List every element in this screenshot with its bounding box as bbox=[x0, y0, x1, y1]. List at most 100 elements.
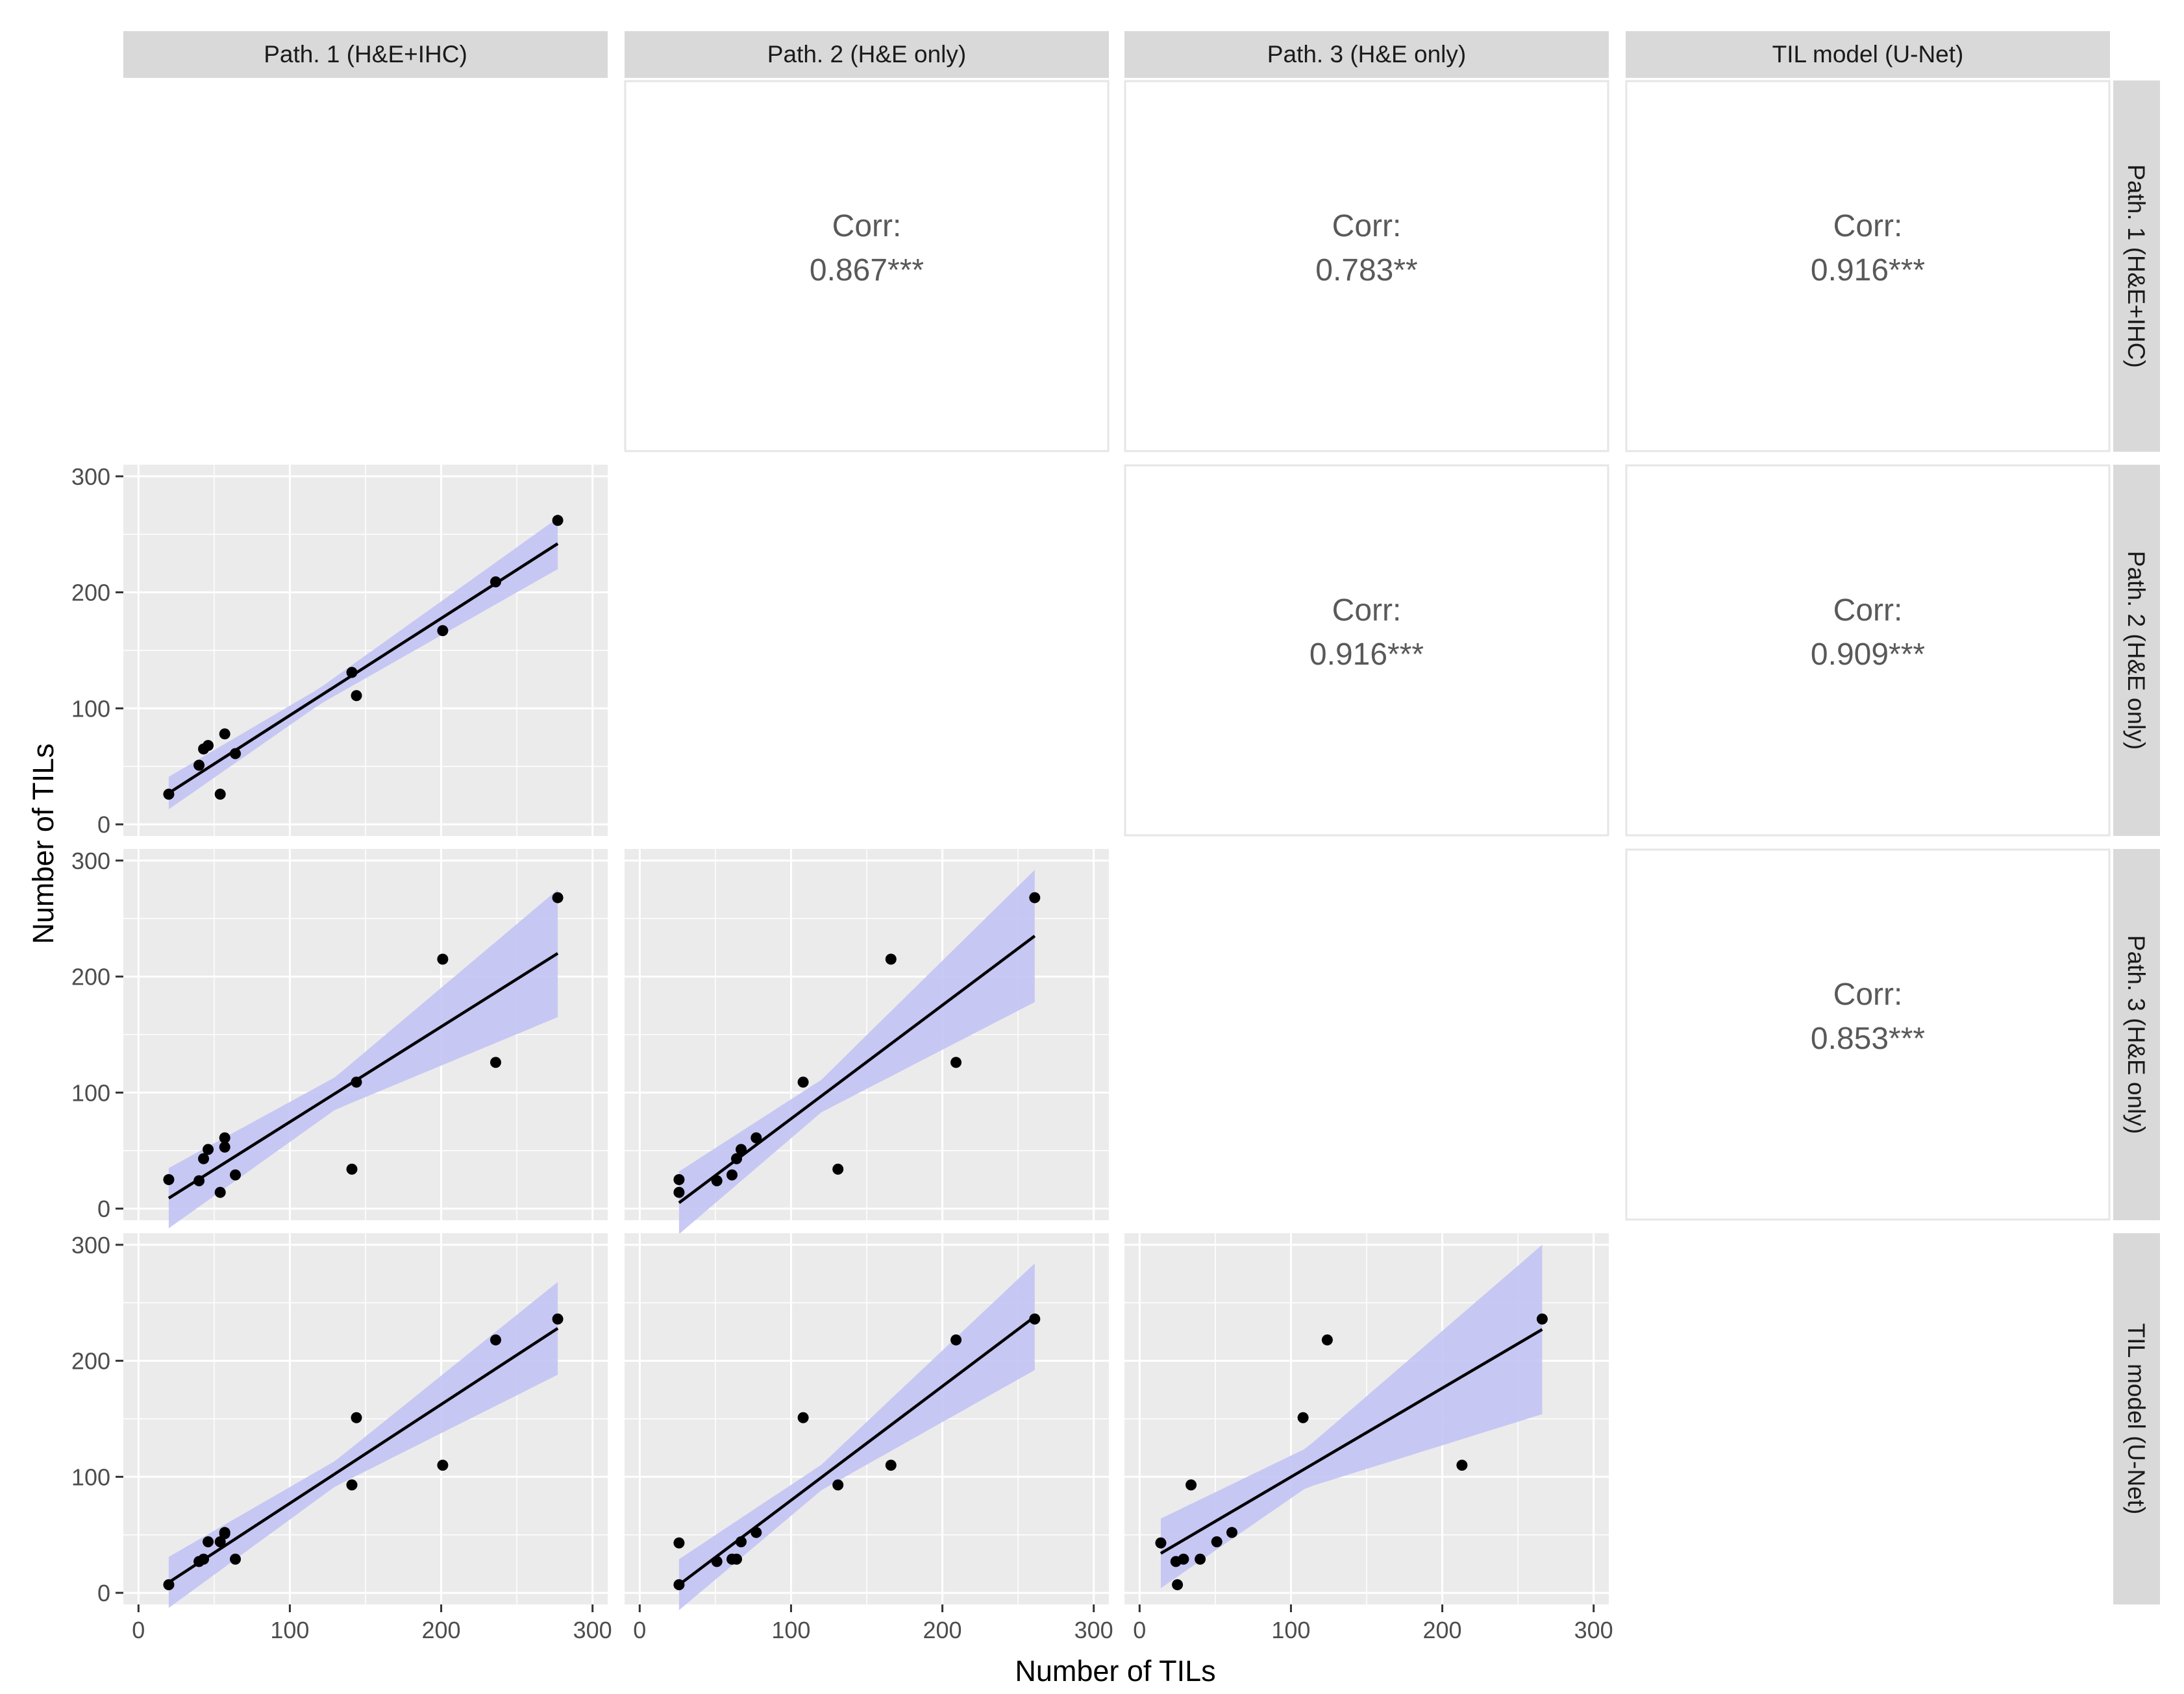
data-point bbox=[736, 1536, 747, 1547]
scatter-panel bbox=[625, 849, 1109, 1234]
data-point bbox=[552, 515, 564, 526]
data-point bbox=[1195, 1553, 1206, 1565]
scatter-panel bbox=[625, 1233, 1109, 1610]
correlation-panel bbox=[1625, 80, 2111, 452]
x-axis-title: Number of TILs bbox=[1015, 1654, 1215, 1688]
data-point bbox=[230, 1169, 242, 1181]
x-tick-label: 100 bbox=[1271, 1617, 1310, 1643]
data-point bbox=[198, 1153, 210, 1164]
column-strip-label: Path. 3 (H&E only) bbox=[1267, 41, 1466, 68]
correlation-label: Corr: bbox=[832, 209, 902, 243]
correlation-value: 0.916*** bbox=[1309, 637, 1424, 672]
x-tick-label: 200 bbox=[422, 1617, 461, 1643]
correlation-value: 0.783** bbox=[1315, 253, 1417, 288]
data-point bbox=[437, 953, 449, 965]
correlation-value: 0.909*** bbox=[1811, 637, 1925, 672]
y-tick-label: 300 bbox=[71, 1232, 110, 1258]
data-point bbox=[163, 1173, 175, 1185]
data-point bbox=[214, 1186, 226, 1198]
data-point bbox=[673, 1537, 685, 1549]
data-point bbox=[163, 789, 175, 800]
data-point bbox=[437, 1460, 449, 1471]
x-tick-label: 0 bbox=[633, 1617, 646, 1643]
column-strip-bg bbox=[1124, 31, 1609, 78]
data-point bbox=[214, 789, 226, 800]
data-point bbox=[950, 1334, 962, 1345]
data-point bbox=[351, 690, 362, 702]
data-point bbox=[219, 728, 230, 740]
data-point bbox=[1185, 1479, 1197, 1491]
panels: Corr: 0.867*** Corr: 0.783** Corr: 0.916*** Co… bbox=[123, 80, 2111, 1610]
data-point bbox=[219, 1132, 230, 1144]
row-strip-bg bbox=[2113, 1233, 2160, 1604]
row-strip-bg bbox=[2113, 465, 2160, 836]
data-point bbox=[1172, 1579, 1184, 1591]
correlation-panel bbox=[624, 80, 1110, 452]
x-tick-label: 100 bbox=[270, 1617, 309, 1643]
data-point bbox=[219, 1141, 230, 1153]
x-tick-label: 200 bbox=[923, 1617, 962, 1643]
x-tick-label: 0 bbox=[1133, 1617, 1146, 1643]
data-point bbox=[163, 1579, 175, 1591]
regression-line bbox=[168, 951, 559, 1199]
data-point bbox=[731, 1553, 743, 1565]
data-point bbox=[230, 748, 242, 759]
y-tick-label: 100 bbox=[71, 695, 110, 722]
regression-line bbox=[168, 1327, 559, 1584]
data-point bbox=[885, 953, 897, 965]
axes: 0 100 200 300 0 100 200 300 0 100 200 300 0 100 200 300… bbox=[71, 463, 1613, 1643]
data-point bbox=[552, 892, 564, 903]
column-strip-label: TIL model (U-Net) bbox=[1772, 41, 1964, 68]
correlation-value: 0.867*** bbox=[810, 253, 924, 288]
data-point bbox=[731, 1153, 743, 1164]
x-tick-label: 300 bbox=[573, 1617, 612, 1643]
data-point bbox=[1155, 1537, 1167, 1549]
data-point bbox=[198, 1553, 210, 1565]
data-point bbox=[203, 740, 214, 752]
column-strip-bg bbox=[625, 31, 1109, 78]
data-point bbox=[1029, 892, 1041, 903]
data-point bbox=[346, 1163, 358, 1175]
correlation-label: Corr: bbox=[1833, 977, 1903, 1012]
correlation-value: 0.853*** bbox=[1811, 1022, 1925, 1056]
data-point bbox=[203, 1144, 214, 1155]
data-point bbox=[885, 1460, 897, 1471]
confidence-band bbox=[168, 1282, 558, 1608]
correlation-panel bbox=[1625, 464, 2111, 837]
x-tick-label: 300 bbox=[1074, 1617, 1113, 1643]
y-tick-label: 300 bbox=[71, 848, 110, 874]
confidence-band bbox=[1161, 1244, 1543, 1588]
data-point bbox=[711, 1556, 723, 1567]
data-point bbox=[1456, 1460, 1468, 1471]
scatter-panel bbox=[123, 1233, 608, 1608]
data-point bbox=[346, 1479, 358, 1491]
correlation-label: Corr: bbox=[1833, 593, 1903, 628]
data-point bbox=[1211, 1536, 1222, 1547]
column-strip-bg bbox=[123, 31, 608, 78]
row-strip-label: TIL model (U-Net) bbox=[2123, 1323, 2150, 1515]
data-point bbox=[950, 1057, 962, 1068]
column-strip-label: Path. 2 (H&E only) bbox=[767, 41, 966, 68]
confidence-band bbox=[678, 1263, 1035, 1610]
data-point bbox=[490, 576, 501, 588]
x-tick-label: 0 bbox=[132, 1617, 145, 1643]
data-point bbox=[673, 1186, 685, 1198]
confidence-band bbox=[678, 870, 1035, 1234]
data-point bbox=[673, 1173, 685, 1185]
row-strips: Path. 1 (H&E+IHC) Path. 2 (H&E only) Path.… bbox=[2113, 80, 2160, 1604]
confidence-band bbox=[168, 889, 558, 1229]
scatter-panel bbox=[123, 849, 608, 1229]
y-tick-label: 0 bbox=[97, 1196, 110, 1222]
data-point bbox=[552, 1313, 564, 1325]
data-point bbox=[1321, 1334, 1333, 1345]
y-tick-label: 100 bbox=[71, 1464, 110, 1490]
correlation-label: Corr: bbox=[1332, 593, 1402, 628]
data-point bbox=[1029, 1313, 1041, 1325]
data-point bbox=[490, 1057, 501, 1068]
correlation-panel bbox=[1124, 464, 1609, 837]
row-strip-bg bbox=[2113, 80, 2160, 452]
correlation-value: 0.916*** bbox=[1811, 253, 1925, 288]
correlation-panel bbox=[1124, 80, 1609, 452]
y-tick-label: 300 bbox=[71, 463, 110, 490]
data-point bbox=[751, 1132, 762, 1144]
